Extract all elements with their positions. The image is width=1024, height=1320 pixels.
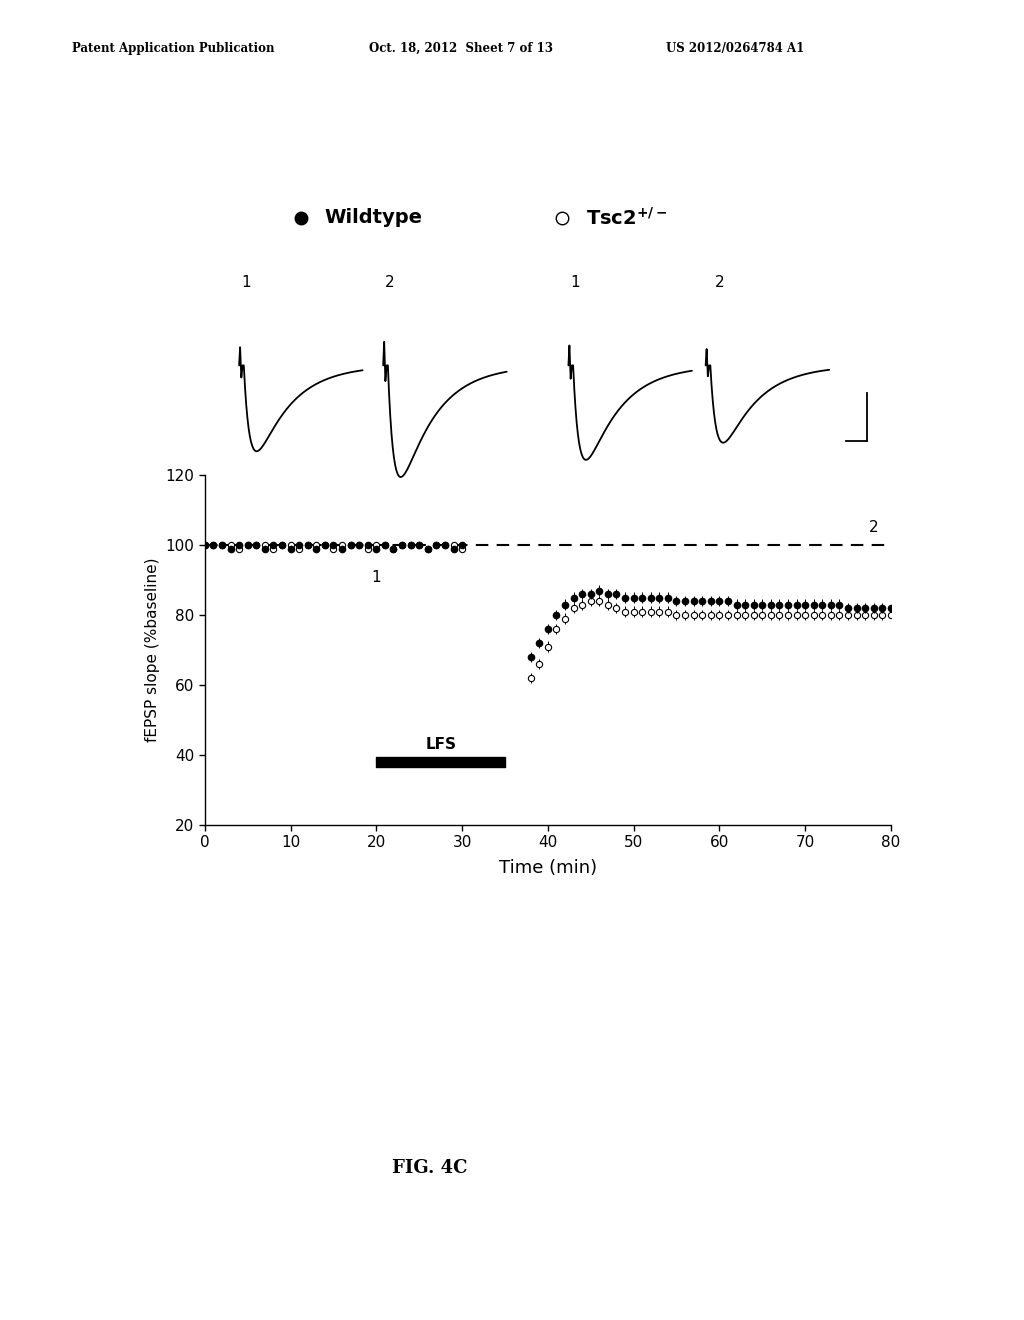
Text: Wildtype: Wildtype [325,209,423,227]
Text: 1: 1 [570,275,580,290]
X-axis label: Time (min): Time (min) [499,859,597,876]
Text: 1: 1 [372,570,381,585]
Y-axis label: fEPSP slope (%baseline): fEPSP slope (%baseline) [145,558,160,742]
Text: 2: 2 [869,520,879,535]
Text: 1: 1 [242,275,251,290]
Text: $\mathregular{Tsc2^{+/-}}$: $\mathregular{Tsc2^{+/-}}$ [586,207,667,228]
Text: Patent Application Publication: Patent Application Publication [72,42,274,55]
Text: Oct. 18, 2012  Sheet 7 of 13: Oct. 18, 2012 Sheet 7 of 13 [369,42,553,55]
Text: US 2012/0264784 A1: US 2012/0264784 A1 [666,42,804,55]
Text: LFS: LFS [425,737,456,751]
Text: FIG. 4C: FIG. 4C [392,1159,468,1177]
Text: 2: 2 [715,275,724,290]
Text: 2: 2 [385,275,395,290]
